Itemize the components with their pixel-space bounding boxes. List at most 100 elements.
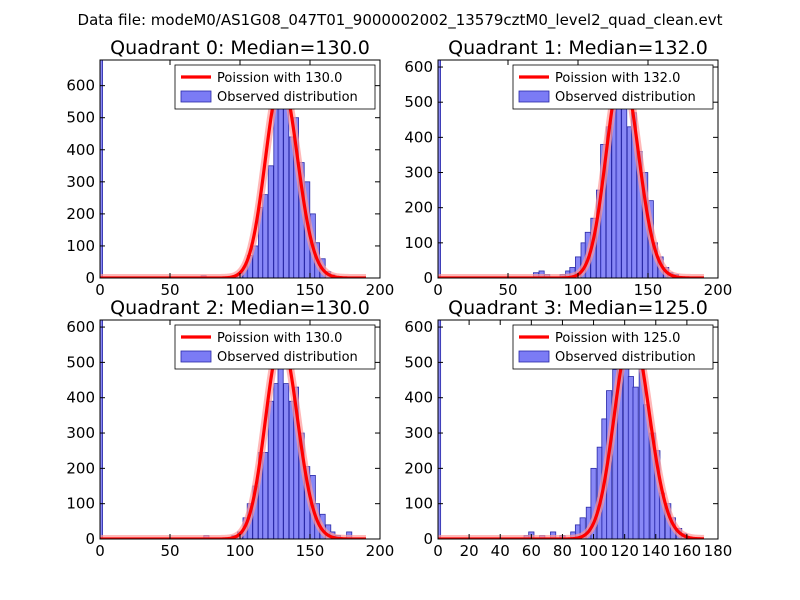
x-tick-label: 100: [564, 281, 593, 299]
x-tick-label: 20: [460, 542, 479, 560]
legend: Poission with 130.0 Observed distribution: [174, 324, 376, 370]
y-tick-label: 500: [404, 93, 433, 111]
histogram-bar: [579, 517, 586, 539]
legend-bars-swatch: [518, 90, 550, 103]
y-tick-label: 0: [85, 269, 95, 287]
poisson-curve-halo: [100, 336, 369, 539]
y-tick-label: 100: [404, 234, 433, 252]
histogram-bar: [277, 346, 284, 539]
x-tick-label: 60: [522, 542, 541, 560]
histogram-bar: [277, 85, 284, 278]
y-tick-label: 300: [66, 424, 95, 442]
y-tick-label: 400: [66, 141, 95, 159]
x-tick-label: 100: [226, 542, 255, 560]
histogram-bar: [100, 320, 103, 539]
x-tick-label: 160: [673, 542, 702, 560]
legend-curve-label: Poission with 130.0: [217, 331, 342, 346]
y-tick-label: 600: [66, 318, 95, 336]
x-tick-label: 50: [160, 281, 179, 299]
axes-frame: [437, 319, 719, 540]
x-tick-label: 150: [296, 542, 325, 560]
x-tick-label: 140: [641, 542, 670, 560]
chart-title: Quadrant 0: Median=130.0: [110, 37, 370, 59]
x-tick-label: 0: [433, 542, 443, 560]
x-tick-label: 50: [498, 281, 517, 299]
histogram-bar: [262, 194, 269, 278]
histogram-bar: [283, 383, 290, 539]
x-tick-label: 200: [704, 281, 733, 299]
y-tick-label: 600: [404, 318, 433, 336]
x-tick-label: 150: [296, 281, 325, 299]
histogram-bar: [438, 320, 442, 539]
x-tick-label: 0: [95, 542, 105, 560]
plot-area: [438, 60, 707, 278]
legend: Poission with 125.0 Observed distribution: [512, 324, 714, 370]
legend-bars-label: Observed distribution: [555, 350, 696, 365]
histogram-bar: [262, 452, 269, 539]
poisson-curve: [438, 69, 705, 278]
histogram-bar: [632, 386, 639, 539]
chart-panel-3: 0 20 40 60 80 100 120 140 160 1800100200300400500…: [404, 297, 732, 560]
y-tick-label: 0: [423, 269, 433, 287]
x-tick-label: 40: [491, 542, 510, 560]
x-tick-label: 80: [553, 542, 572, 560]
y-tick-label: 600: [404, 58, 433, 76]
histogram-bar: [621, 98, 628, 278]
legend-bars-label: Observed distribution: [555, 90, 696, 105]
poisson-curve: [100, 78, 367, 278]
x-tick-label: 120: [610, 542, 639, 560]
y-tick-label: 300: [66, 173, 95, 191]
x-tick-label: 0: [95, 281, 105, 299]
y-tick-label: 500: [66, 109, 95, 127]
legend-curve-label: Poission with 132.0: [555, 71, 680, 86]
chart-title: Quadrant 1: Median=132.0: [448, 37, 708, 59]
y-tick-label: 600: [66, 77, 95, 95]
chart-panel-0: 0 50 100 150 200 0 100 200 300 400 500 600 Quadrant …: [66, 37, 394, 299]
figure-suptitle: Data file: modeM0/AS1G08_047T01_90000020…: [78, 11, 723, 30]
legend-curve-label: Poission with 130.0: [217, 71, 342, 86]
y-tick-label: 500: [404, 353, 433, 371]
chart-title: Quadrant 3: Median=125.0: [448, 297, 708, 319]
y-tick-label: 200: [404, 459, 433, 477]
x-tick-label: 50: [160, 542, 179, 560]
x-tick-label: 0: [433, 281, 443, 299]
legend-bars-swatch: [180, 90, 212, 103]
y-tick-label: 0: [423, 530, 433, 548]
legend-bars-swatch: [180, 350, 212, 363]
histogram-bar: [283, 91, 290, 278]
histogram-bar: [438, 60, 441, 278]
y-tick-label: 200: [66, 459, 95, 477]
x-tick-label: 200: [366, 281, 395, 299]
y-tick-label: 300: [404, 164, 433, 182]
legend: Poission with 130.0 Observed distribution: [174, 64, 376, 110]
histogram-bar: [267, 165, 274, 278]
legend-bars-swatch: [518, 350, 550, 363]
y-tick-label: 400: [404, 389, 433, 407]
x-tick-label: 150: [634, 281, 663, 299]
y-tick-label: 300: [404, 424, 433, 442]
legend-curve-label: Poission with 125.0: [555, 331, 680, 346]
x-tick-label: 180: [704, 542, 733, 560]
y-tick-label: 400: [66, 389, 95, 407]
histogram-bar: [100, 60, 103, 278]
y-tick-label: 200: [404, 199, 433, 217]
y-tick-label: 100: [404, 495, 433, 513]
poisson-curve: [100, 339, 367, 539]
chart-panel-1: 0 50 100 150 200 0 100 200 300 400 500 600 Quadrant …: [404, 37, 732, 299]
y-tick-label: 0: [85, 530, 95, 548]
y-tick-label: 100: [66, 495, 95, 513]
x-tick-label: 200: [366, 542, 395, 560]
y-tick-label: 500: [66, 353, 95, 371]
chart-title: Quadrant 2: Median=130.0: [110, 297, 370, 319]
legend-bars-label: Observed distribution: [217, 350, 358, 365]
chart-panel-2: 0 50 100 150 200 0 100 200 300 400 500 600 Quadrant …: [66, 297, 394, 560]
legend: Poission with 132.0 Observed distribution: [512, 64, 714, 110]
y-tick-label: 400: [404, 128, 433, 146]
x-tick-label: 100: [579, 542, 608, 560]
legend-bars-label: Observed distribution: [217, 90, 358, 105]
poisson-curve-halo: [100, 75, 369, 278]
x-tick-label: 100: [226, 281, 255, 299]
y-tick-label: 200: [66, 205, 95, 223]
y-tick-label: 100: [66, 237, 95, 255]
